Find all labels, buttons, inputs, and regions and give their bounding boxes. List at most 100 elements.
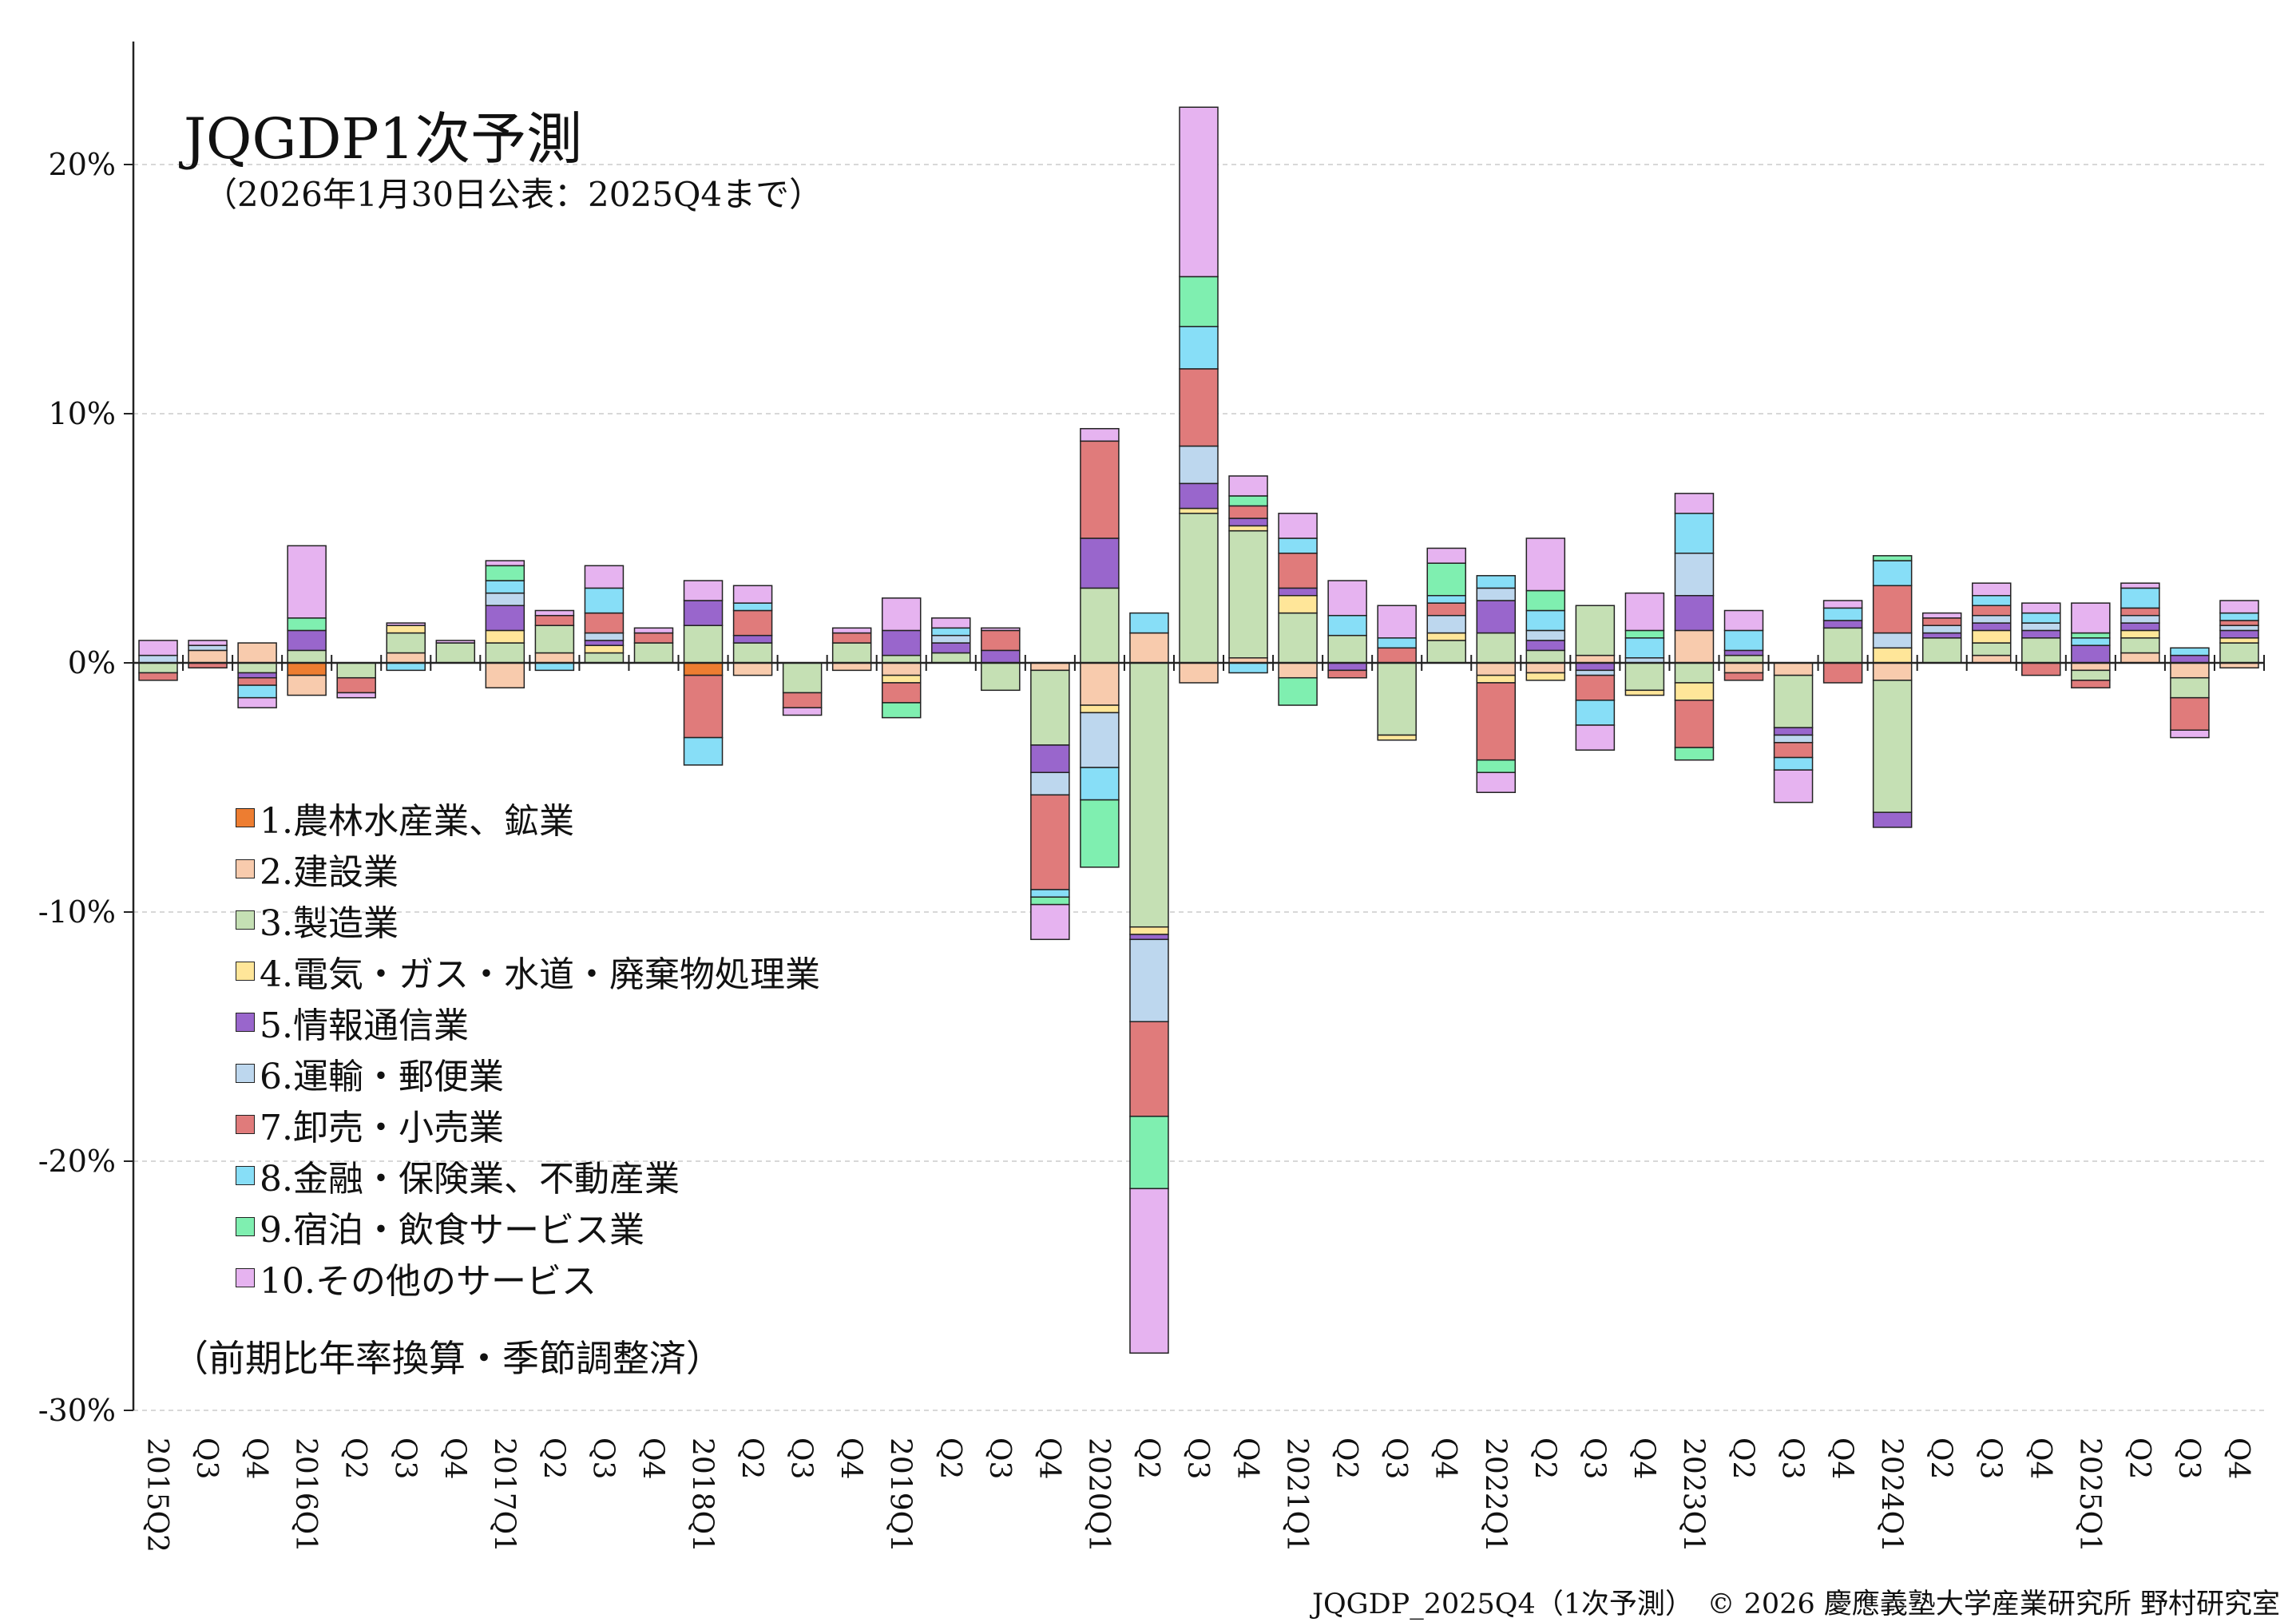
bar-stack — [1228, 475, 1268, 674]
bar-segment — [2021, 622, 2061, 632]
bar-segment — [237, 662, 277, 674]
bar-segment — [1080, 704, 1120, 714]
bar-segment — [931, 642, 971, 654]
x-tick-label: Q2 — [1727, 1438, 1759, 1479]
bar-segment — [2170, 647, 2210, 656]
bar-segment — [2071, 632, 2111, 639]
bar-segment — [1921, 637, 1962, 664]
bar-segment — [1773, 734, 1814, 744]
legend-item: 8.金融・保険業、不動産業 — [236, 1150, 820, 1201]
bar-stack — [2120, 582, 2160, 664]
bar-segment — [2170, 676, 2210, 699]
bar-segment — [1723, 654, 1764, 664]
bar-segment — [1575, 654, 1616, 664]
bar-segment — [1080, 537, 1120, 589]
bar-stack — [1278, 513, 1318, 706]
bar-segment — [1030, 771, 1070, 796]
x-tick-label: Q2 — [537, 1438, 569, 1479]
bar-stack — [782, 662, 823, 716]
bar-segment — [1822, 600, 1863, 609]
bar-segment — [1228, 505, 1268, 519]
bar-segment — [1971, 582, 2012, 597]
bar-segment — [1575, 700, 1616, 726]
bar-segment — [1921, 612, 1962, 619]
bar-segment — [1179, 513, 1219, 664]
bar-segment — [237, 684, 277, 699]
bar-segment — [1377, 734, 1417, 741]
bar-segment — [1773, 674, 1814, 728]
bar-segment — [831, 642, 872, 664]
bar-segment — [1278, 676, 1318, 706]
x-tick-label: Q3 — [1974, 1438, 2007, 1479]
bar-segment — [1773, 727, 1814, 736]
bar-segment — [1426, 614, 1466, 634]
bar-segment — [1773, 769, 1814, 803]
bar-segment — [1971, 642, 2012, 656]
bar-segment — [1426, 595, 1466, 604]
y-tick-label: 10% — [49, 396, 116, 431]
bar-segment — [287, 617, 327, 632]
bar-segment — [1179, 445, 1219, 485]
bar-segment — [1872, 647, 1913, 664]
bar-segment — [237, 676, 277, 686]
axes — [132, 42, 2264, 1410]
bar-segment — [1822, 620, 1863, 629]
bar-segment — [386, 622, 426, 626]
bar-stack — [1327, 580, 1367, 679]
bar-segment — [1030, 903, 1070, 941]
bar-stack — [2071, 602, 2111, 688]
bar-stack — [1921, 612, 1962, 664]
bar-stack — [1030, 662, 1070, 941]
legend: 1.農林水産業、鉱業 2.建設業 3.製造業 4.電気・ガス・水道・廃棄物処理業 5.情… — [236, 792, 820, 1303]
bar-segment — [1674, 552, 1715, 597]
bar-segment — [1278, 552, 1318, 589]
bar-segment — [2021, 662, 2061, 676]
x-axis-ticks: 2015Q2 Q3 Q4 2016Q1 Q2 Q3 Q4 2017Q1 Q2 Q3 Q4 2018Q1… — [133, 655, 2265, 1553]
legend-swatch — [236, 1217, 255, 1236]
bar-segment — [732, 662, 773, 676]
x-tick-label: Q3 — [2172, 1438, 2205, 1479]
x-tick-label: Q3 — [190, 1438, 223, 1479]
bar-segment — [1179, 106, 1219, 278]
x-tick-label: Q4 — [1033, 1438, 1065, 1479]
x-tick-label: 2016Q1 — [289, 1438, 322, 1553]
bar-segment — [1030, 896, 1070, 906]
bar-segment — [138, 654, 178, 664]
bar-segment — [188, 649, 228, 664]
bar-segment — [1080, 712, 1120, 768]
bar-segment — [1476, 662, 1517, 676]
legend-swatch — [236, 1166, 255, 1185]
bar-segment — [1377, 662, 1417, 736]
x-tick-label: 2017Q1 — [487, 1438, 520, 1553]
bar-segment — [1426, 547, 1466, 564]
x-tick-label: Q4 — [240, 1438, 272, 1479]
bar-segment — [1822, 627, 1863, 664]
x-tick-label: Q3 — [388, 1438, 421, 1479]
x-tick-label: Q3 — [1379, 1438, 1412, 1479]
bar-segment — [683, 580, 724, 601]
x-tick-label: Q4 — [1627, 1438, 1660, 1479]
bar-segment — [188, 644, 228, 652]
bar-segment — [931, 617, 971, 629]
bar-segment — [633, 627, 674, 634]
bar-segment — [1080, 799, 1120, 868]
bar-segment — [2120, 582, 2160, 589]
bar-segment — [1179, 507, 1219, 514]
bar-segment — [1921, 617, 1962, 626]
bar-segment — [981, 662, 1021, 692]
bar-segment — [1872, 585, 1913, 634]
bar-segment — [138, 662, 178, 674]
bar-segment — [287, 662, 327, 676]
bar-segment — [1723, 629, 1764, 652]
legend-label: 7.卸売・小売業 — [260, 1108, 504, 1148]
x-tick-label: 2015Q2 — [141, 1438, 173, 1553]
x-tick-label: Q3 — [785, 1438, 818, 1479]
bar-segment — [584, 640, 625, 646]
bar-segment — [534, 614, 575, 626]
bar-segment — [2219, 612, 2259, 621]
bar-stack — [485, 560, 525, 688]
bar-segment — [1080, 427, 1120, 442]
bar-segment — [1624, 629, 1665, 639]
grid-lines — [133, 164, 2264, 1411]
bar-segment — [1674, 595, 1715, 632]
